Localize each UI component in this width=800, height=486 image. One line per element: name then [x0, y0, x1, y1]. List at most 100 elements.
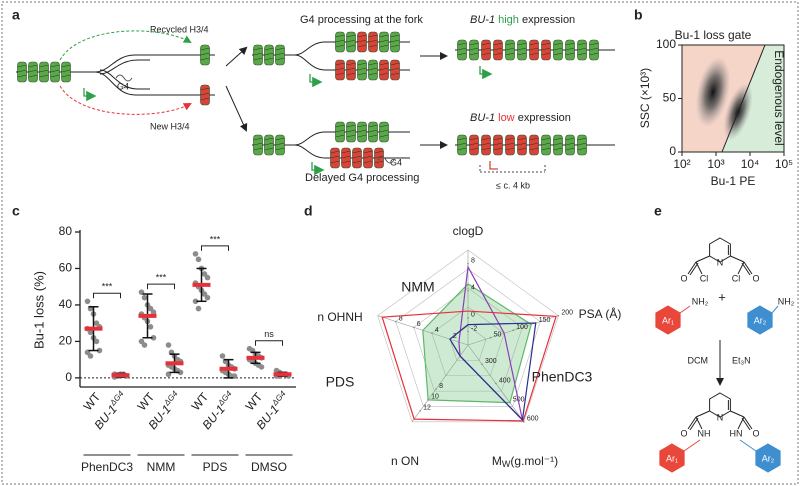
- line: [489, 161, 498, 170]
- nucleosome: [505, 134, 515, 156]
- line: [264, 47, 274, 51]
- point: [141, 294, 148, 301]
- level: low: [498, 112, 515, 124]
- nucleosome: [357, 121, 367, 143]
- nucleosome: [379, 59, 389, 81]
- series-label: NMM: [401, 279, 434, 295]
- mean-bar: [273, 372, 292, 377]
- line: [390, 72, 400, 76]
- point: [147, 324, 154, 330]
- line: [368, 44, 378, 48]
- nucleosome: [577, 134, 587, 156]
- panel-label: e: [654, 203, 662, 219]
- point: [96, 347, 103, 354]
- atom-label: Cl: [732, 273, 741, 283]
- group-label: DMSO: [251, 460, 287, 474]
- axis-label: PSA (Å): [579, 306, 622, 321]
- axis-label-sub: W: [502, 459, 511, 469]
- line: [368, 39, 378, 43]
- line: [541, 52, 551, 56]
- nucleosome: [368, 59, 378, 81]
- line: [225, 46, 248, 67]
- mean-bar: [246, 355, 265, 360]
- line: [457, 47, 467, 51]
- line: [541, 47, 551, 51]
- line: [309, 74, 323, 88]
- line: [469, 42, 479, 46]
- line: [368, 124, 378, 128]
- line: [689, 262, 699, 276]
- x-tick-label: WT: [135, 389, 158, 413]
- point: [141, 342, 148, 348]
- nucleosome: [390, 59, 400, 81]
- line: [264, 52, 274, 56]
- axis-tick-label: 8: [399, 315, 403, 322]
- nucleosome: [565, 134, 575, 156]
- line: [689, 417, 699, 431]
- label: BU-1 low expression: [470, 112, 571, 124]
- line: [17, 74, 27, 78]
- line: [469, 142, 479, 146]
- nucleosome: [264, 44, 274, 66]
- mean-bar: [219, 366, 238, 371]
- line: [330, 150, 340, 154]
- line: [541, 147, 551, 151]
- significance: ***: [210, 234, 221, 244]
- nucleosome: [346, 121, 356, 143]
- y-axis-label: Bu-1 loss (%): [31, 271, 46, 349]
- line: [577, 47, 587, 51]
- atom-label: Ar₂: [754, 315, 767, 325]
- line: [469, 47, 479, 51]
- line: [264, 137, 274, 141]
- line: [115, 74, 133, 82]
- line: [374, 160, 384, 164]
- nucleosome: [469, 39, 479, 61]
- line: [357, 39, 367, 43]
- line: [50, 74, 60, 78]
- point: [219, 353, 226, 359]
- nucleosome: [505, 39, 515, 61]
- line: [352, 160, 362, 164]
- nucleosome: [253, 134, 263, 156]
- axis-tick: [512, 329, 514, 332]
- line: [346, 72, 356, 76]
- line: [679, 305, 691, 314]
- y-tick-label: 60: [59, 261, 73, 275]
- nucleosome: [346, 31, 356, 53]
- line: [493, 142, 503, 146]
- line: [357, 124, 367, 128]
- line: [99, 59, 150, 75]
- line: [346, 67, 356, 71]
- line: [565, 42, 575, 46]
- grid-ring: [395, 268, 541, 407]
- line: [517, 142, 527, 146]
- line: [17, 69, 27, 73]
- line: [17, 64, 27, 68]
- nucleosome: [565, 39, 575, 61]
- x-axis-label: Bu-1 PE: [711, 174, 756, 188]
- nucleosome: [363, 147, 373, 169]
- mean-bar: [84, 326, 103, 331]
- line: [589, 52, 599, 56]
- endogenous-label: Endogenous level: [772, 50, 786, 145]
- line: [553, 47, 563, 51]
- nucleosome: [335, 59, 345, 81]
- axis-tick-label: 12: [423, 405, 431, 412]
- line: [253, 52, 263, 56]
- line: [553, 147, 563, 151]
- nucleosome: [335, 121, 345, 143]
- nucleosome: [529, 39, 539, 61]
- line: [341, 155, 351, 159]
- gate-label: Bu-1 loss gate: [675, 28, 752, 42]
- ring: [709, 392, 731, 418]
- point: [204, 274, 211, 281]
- series-label: PhenDC3: [532, 369, 593, 385]
- series-polygon: [449, 322, 537, 422]
- atom-label: Ar₁: [662, 315, 674, 325]
- line: [294, 54, 410, 71]
- line: [493, 147, 503, 151]
- line: [481, 137, 491, 141]
- line: [469, 147, 479, 151]
- y-tick-label: 100: [656, 37, 676, 51]
- line: [695, 416, 703, 430]
